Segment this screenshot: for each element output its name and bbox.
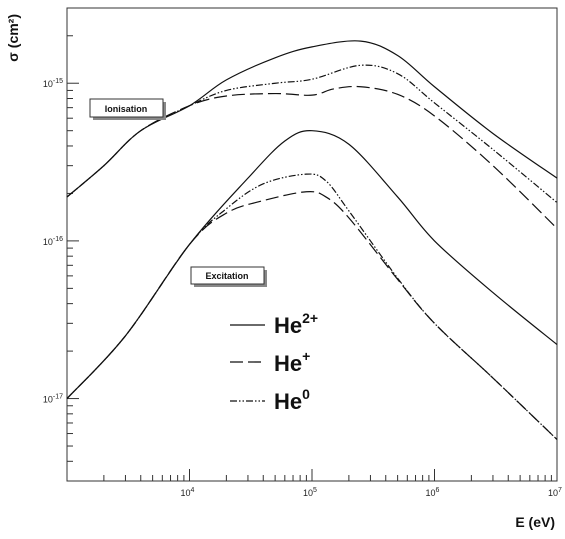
y-tick-label: 10-15	[43, 78, 63, 89]
excitation-dashdot-curve	[66, 173, 558, 440]
ionisation-dashdot-curve	[66, 64, 558, 204]
minor-ticks	[67, 35, 552, 482]
legend-label-he0: He0	[274, 386, 310, 414]
y-axis-title: σ (cm²)	[5, 14, 21, 62]
y-tick-label: 10-16	[43, 236, 63, 247]
y-tick-label: 10-17	[43, 394, 63, 405]
x-axis-title: E (eV)	[515, 514, 555, 530]
legend-label-he2plus: He2+	[274, 310, 318, 338]
x-tick-label: 106	[426, 487, 440, 498]
ionisation-label-box: Ionisation	[89, 98, 166, 120]
major-ticks	[67, 82, 558, 481]
excitation-label-box: Excitation	[190, 266, 267, 287]
legend: He2+ He+ He0	[230, 310, 318, 414]
excitation-dashed-curve	[66, 191, 558, 440]
series-layer	[66, 40, 558, 440]
x-tick-label: 104	[181, 487, 195, 498]
tick-labels: 104 105 106 107 10-15 10-16 10-17	[43, 78, 562, 498]
ionisation-label: Ionisation	[105, 104, 148, 114]
legend-label-heplus: He+	[274, 348, 310, 376]
excitation-label: Excitation	[205, 271, 248, 281]
plot-frame	[66, 7, 558, 482]
x-tick-label: 105	[303, 487, 317, 498]
x-tick-label: 107	[548, 487, 562, 498]
